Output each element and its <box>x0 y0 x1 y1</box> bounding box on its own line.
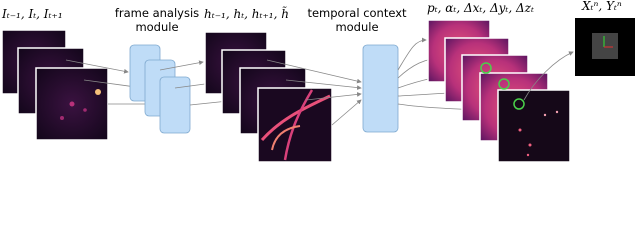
result-label: Xₜⁿ, Yₜⁿ <box>581 0 622 13</box>
result-image <box>575 18 635 76</box>
temporal-module-label: temporal context <box>307 6 407 20</box>
temporal-module-label: module <box>335 20 378 34</box>
input-images <box>1 29 109 141</box>
features-label: hₜ₋₁, hₜ, hₜ₊₁, h̃ <box>204 5 289 21</box>
feature-maps <box>204 31 333 163</box>
output-maps <box>427 19 574 163</box>
diagram: Iₜ₋₁, Iₜ, Iₜ₊₁ frame analysis module hₜ₋… <box>1 0 635 163</box>
frame-module-label: frame analysis <box>115 6 199 20</box>
frame-module-label: module <box>135 20 178 34</box>
outputs-label: pₜ, αₜ, Δxₜ, Δyₜ, Δzₜ <box>427 1 534 15</box>
inputs-label: Iₜ₋₁, Iₜ, Iₜ₊₁ <box>1 7 63 21</box>
frame-module <box>65 44 239 134</box>
